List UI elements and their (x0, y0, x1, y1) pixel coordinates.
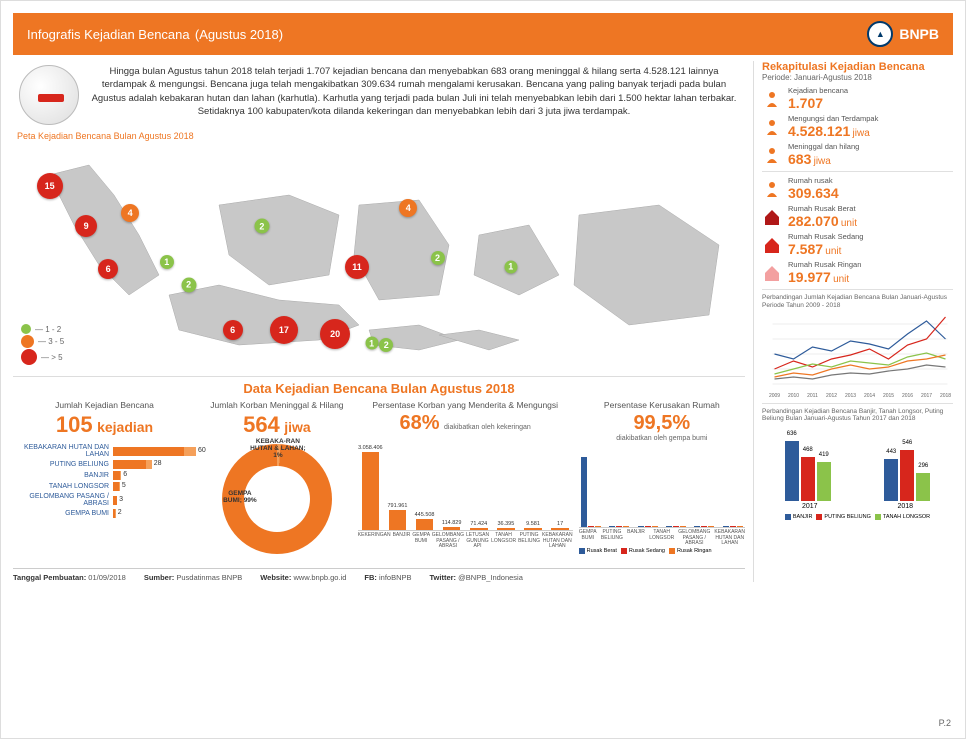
map-bubble: 4 (121, 204, 139, 222)
damage-group (635, 526, 659, 527)
footer: Tanggal Pembuatan: 01/09/2018 Sumber: Pu… (13, 568, 745, 582)
sidebar: Rekapitulasi Kejadian Bencana Periode: J… (753, 61, 953, 582)
affected-bar-chart: 3.058.406791.961445.508114.82971.42436.3… (358, 441, 573, 531)
damage-value: 99,5% (579, 412, 745, 435)
map-bubble: 2 (181, 277, 196, 292)
hbar-row: GELOMBANG PASANG / ABRASI3 (13, 493, 196, 507)
svg-text:2017: 2017 (921, 393, 932, 399)
bnpb-logo-icon: ▲ (867, 21, 893, 47)
hbar-row: BANJIR6 (13, 471, 196, 480)
indonesia-map: 15946126172012211421 — 1 - 2— 3 - 5— > 5 (13, 145, 745, 370)
svg-text:2009: 2009 (769, 393, 780, 399)
map-bubble: 11 (345, 255, 369, 279)
donut-chart: KEBAKA-RAN HUTAN & LAHAN; 1% GEMPA BUMI;… (222, 444, 332, 554)
page-number: P.2 (939, 718, 951, 728)
damage-group (721, 526, 745, 527)
damage-group (607, 526, 631, 527)
hbar-chart: KEBAKARAN HUTAN DAN LAHAN60 PUTING BELIUN… (13, 444, 196, 518)
compare-title: Perbandingan Kejadian Bencana Banjir, Ta… (762, 408, 953, 424)
map-legend: — 1 - 2— 3 - 5— > 5 (21, 323, 64, 366)
deaths-value: 564 (243, 412, 280, 437)
svg-text:2018: 2018 (940, 393, 951, 399)
vbar: 36.395 (493, 521, 518, 530)
hbar-row: TANAH LONGSOR5 (13, 482, 196, 491)
vbar: 9.581 (520, 521, 545, 530)
org-logo: ▲ BNPB (867, 21, 939, 47)
recap-row: Rumah Rusak Sedang7.587 unit (762, 232, 953, 257)
recap-title: Rekapitulasi Kejadian Bencana (762, 61, 953, 73)
header-bar: Infografis Kejadian Bencana (Agustus 201… (13, 13, 953, 55)
hbar-row: KEBAKARAN HUTAN DAN LAHAN60 (13, 444, 196, 458)
map-bubble: 6 (223, 320, 243, 340)
monthly-title: Data Kejadian Bencana Bulan Agustus 2018 (13, 376, 745, 396)
map-bubble: 4 (399, 199, 417, 217)
compare-legend: BANJIRPUTING BELIUNGTANAH LONGSOR (762, 514, 953, 520)
count-label: Jumlah Kejadian Bencana (13, 400, 196, 410)
recap-row: Kejadian bencana1.707 (762, 86, 953, 111)
vbar: 114.829 (439, 520, 464, 530)
svg-text:2010: 2010 (788, 393, 799, 399)
damage-legend: Rusak BeratRusak SedangRusak Ringan (579, 548, 745, 554)
svg-text:2014: 2014 (864, 393, 875, 399)
vbar: 445.508 (412, 512, 437, 530)
vbar: 3.058.406 (358, 445, 383, 530)
svg-text:2012: 2012 (826, 393, 837, 399)
affected-label: Persentase Korban yang Menderita & Mengu… (358, 400, 573, 410)
vbar: 71.424 (466, 521, 491, 530)
map-title: Peta Kejadian Bencana Bulan Agustus 2018 (17, 131, 745, 141)
map-bubble: 15 (37, 173, 63, 199)
globe-icon (19, 65, 79, 125)
damage-group (664, 526, 688, 527)
map-bubble: 9 (75, 215, 97, 237)
recap-row: Rumah rusak309.634 (762, 176, 953, 201)
trend-line-chart: 2009 2010 2011 2012 2013 2014 2015 2016 2017 2018 (762, 314, 953, 399)
compare-bar-chart: 636468419 443546296 (762, 431, 953, 501)
trend-title: Perbandingan Jumlah Kejadian Bencana Bul… (762, 294, 953, 310)
map-svg (13, 145, 745, 370)
damage-label: Persentase Kerusakan Rumah (579, 400, 745, 410)
count-value: 105 (56, 412, 93, 437)
affected-value: 68% (400, 412, 440, 434)
recap-period: Periode: Januari-Agustus 2018 (762, 73, 953, 82)
hbar-row: GEMPA BUMI2 (13, 509, 196, 518)
map-bubble: 17 (270, 316, 298, 344)
svg-text:2011: 2011 (807, 393, 818, 399)
stats-row: Jumlah Kejadian Bencana 105 kejadian KEB… (13, 400, 745, 560)
vbar: 17 (548, 521, 573, 530)
map-bubble: 1 (160, 255, 174, 269)
map-bubble: 2 (431, 251, 445, 265)
map-bubble: 2 (254, 219, 269, 234)
svg-text:2013: 2013 (845, 393, 856, 399)
map-bubble: 6 (98, 259, 118, 279)
compare-group: 443546296 (884, 450, 930, 502)
intro-block: Hingga bulan Agustus tahun 2018 telah te… (13, 61, 745, 129)
recap-row: Mengungsi dan Terdampak4.528.121 jiwa (762, 114, 953, 139)
svg-text:2015: 2015 (883, 393, 894, 399)
intro-text: Hingga bulan Agustus tahun 2018 telah te… (89, 65, 739, 125)
damage-group (692, 526, 716, 527)
recap-row: Rumah Rusak Ringan19.977 unit (762, 260, 953, 285)
deaths-label: Jumlah Korban Meninggal & Hilang (202, 400, 352, 410)
damage-bar-chart (579, 448, 745, 528)
map-bubble: 1 (365, 337, 378, 350)
hbar-row: PUTING BELIUNG28 (13, 460, 196, 469)
compare-group: 636468419 (785, 441, 831, 501)
map-bubble: 20 (320, 319, 350, 349)
page-title: Infografis Kejadian Bencana (Agustus 201… (27, 23, 283, 45)
svg-text:2016: 2016 (902, 393, 913, 399)
vbar: 791.961 (385, 503, 410, 530)
recap-row: Rumah Rusak Berat282.070 unit (762, 204, 953, 229)
map-bubble: 1 (504, 260, 517, 273)
damage-group (579, 457, 603, 527)
recap-row: Meninggal dan hilang683 jiwa (762, 142, 953, 167)
map-bubble: 2 (379, 338, 393, 352)
